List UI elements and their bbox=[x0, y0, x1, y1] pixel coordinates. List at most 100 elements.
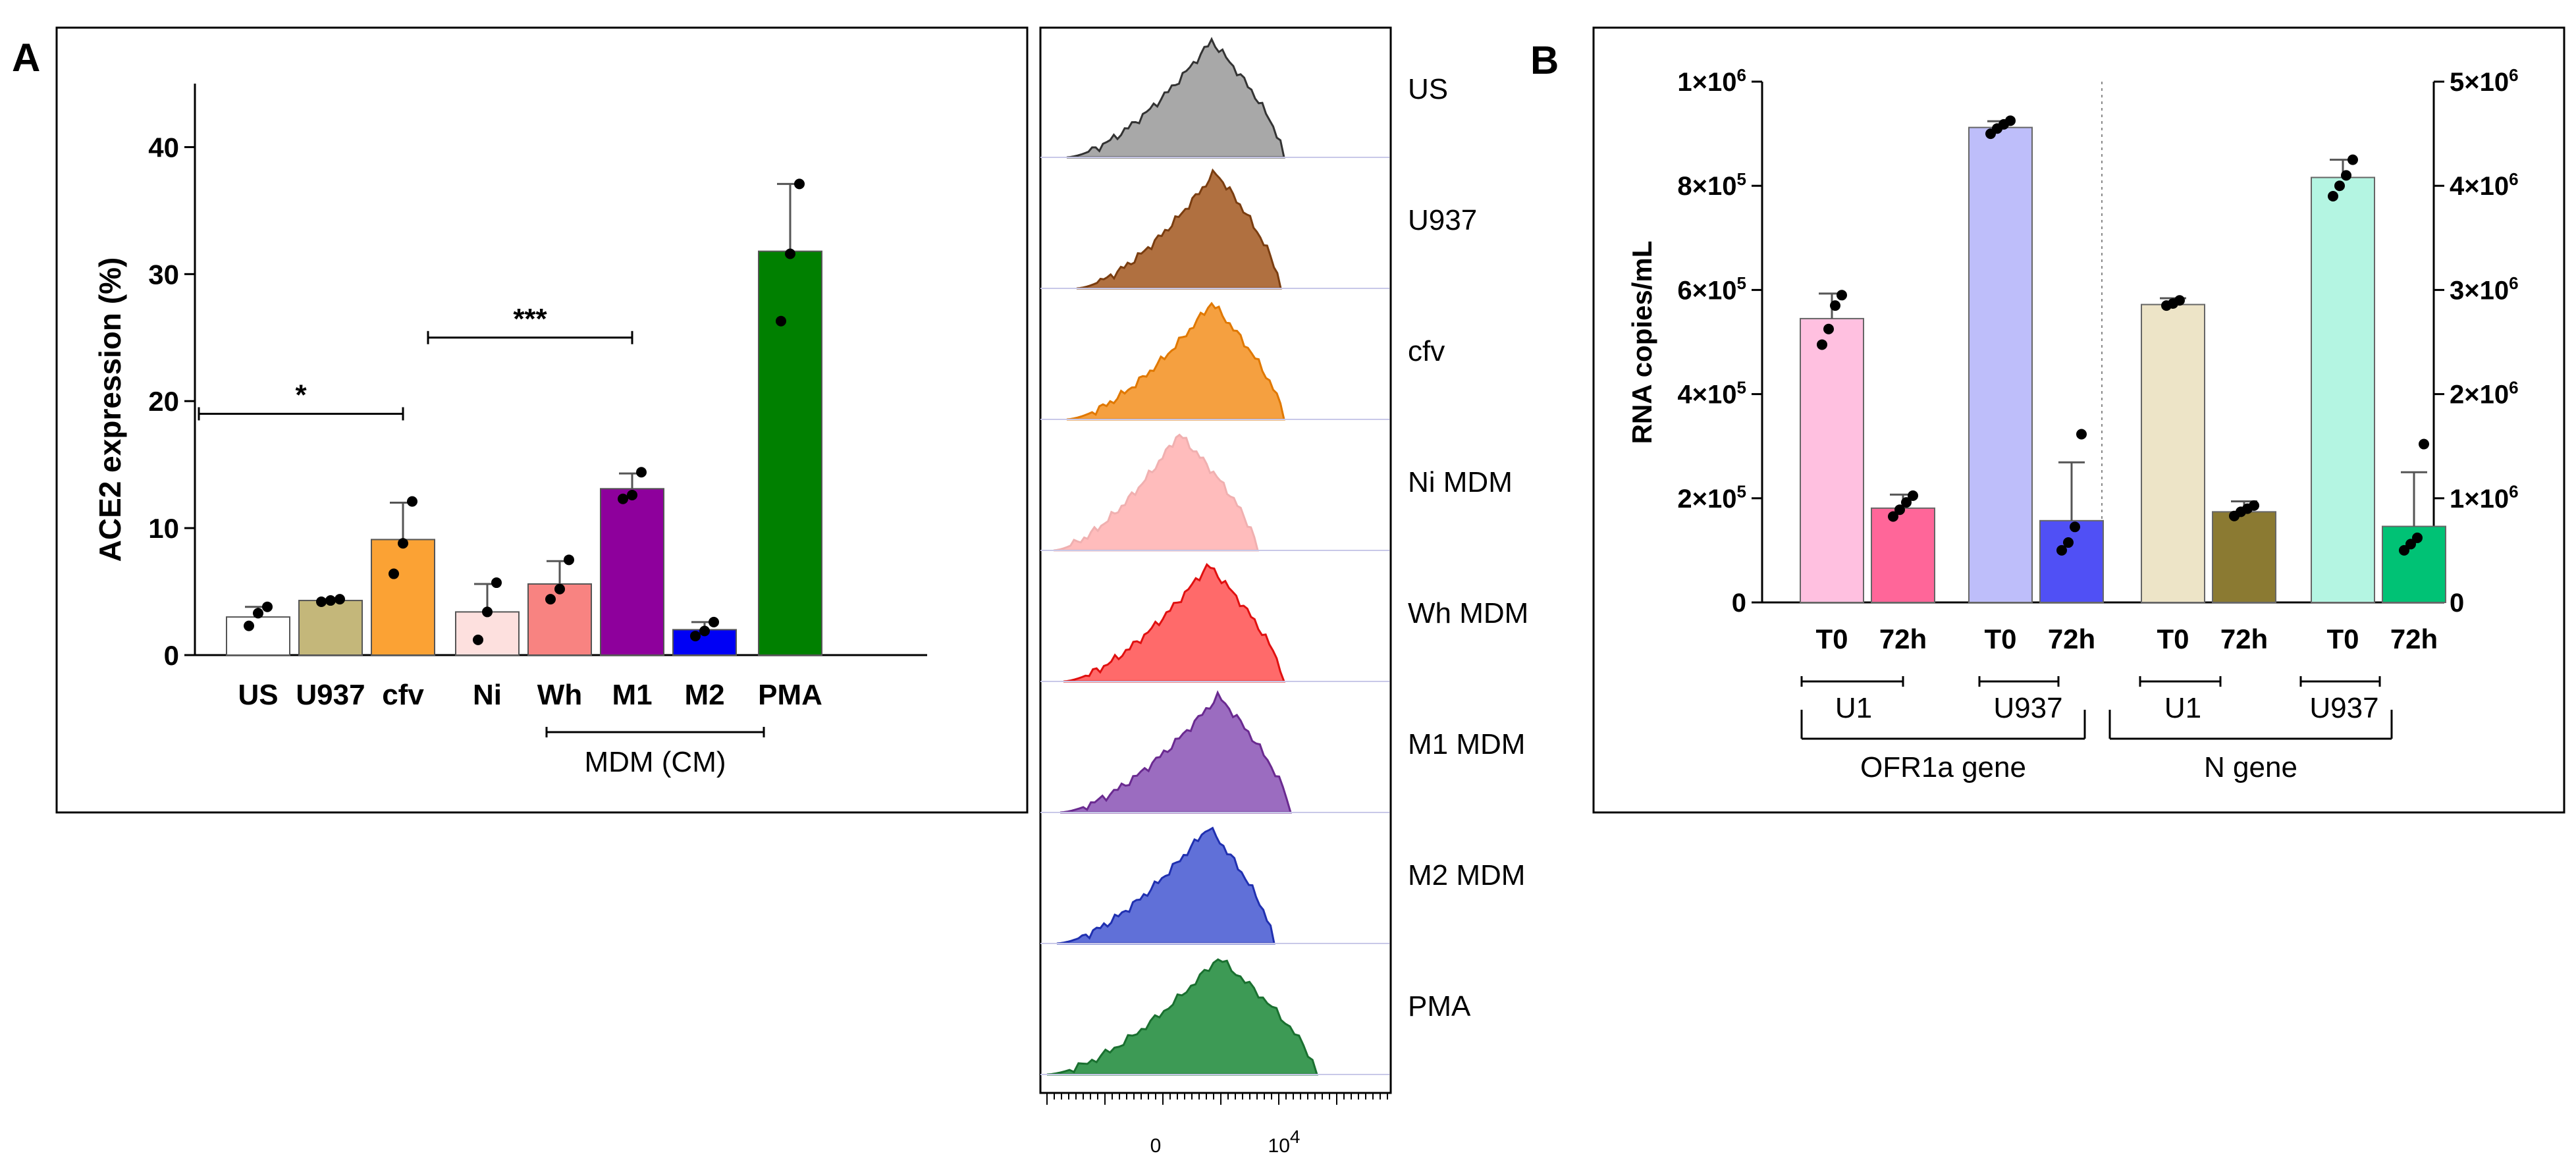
left-y-tick-label-base: 8×10 bbox=[1677, 172, 1736, 201]
data-point bbox=[2412, 532, 2423, 543]
flow-label: cfv bbox=[1408, 335, 1445, 367]
data-point bbox=[2334, 180, 2345, 192]
data-point bbox=[262, 601, 273, 612]
flow-tick-base: 10 bbox=[1268, 1135, 1290, 1157]
bar bbox=[1871, 507, 1935, 603]
bar-m1 bbox=[600, 488, 664, 656]
flow-labels: US U937 cfv Ni MDM Wh MDM M1 MDM M2 MDM PMA bbox=[1408, 73, 1528, 1022]
group-brackets-b: U1 U937 U1 U937 OFR1a gene N gene bbox=[1800, 676, 2393, 783]
panel-a-label: A bbox=[12, 36, 40, 80]
x-tick-label: Ni bbox=[473, 679, 502, 711]
y-tick-label: 20 bbox=[148, 386, 179, 417]
data-point bbox=[398, 538, 408, 549]
data-point bbox=[794, 178, 805, 190]
right-y-tick-label: 4×106 bbox=[2450, 169, 2519, 201]
histogram bbox=[1066, 302, 1285, 421]
data-point bbox=[2249, 500, 2259, 511]
left-y-tick-label: 8×105 bbox=[1677, 169, 1746, 201]
gene-group-label: N gene bbox=[2204, 751, 2297, 783]
right-y-tick-label-exp: 6 bbox=[2509, 273, 2518, 293]
bar bbox=[2039, 519, 2104, 603]
bar bbox=[1800, 317, 1864, 603]
x-tick-label: M1 bbox=[612, 679, 652, 711]
data-point bbox=[1830, 300, 1840, 311]
data-point bbox=[335, 594, 345, 605]
x-tick-label: 72h bbox=[2220, 623, 2268, 654]
data-point bbox=[253, 608, 263, 619]
flow-x-axis: 0 104 bbox=[1040, 1092, 1391, 1157]
left-y-tick-label: 6×105 bbox=[1677, 273, 1746, 305]
data-point bbox=[618, 493, 628, 504]
y-tick-label: 0 bbox=[164, 640, 179, 671]
histogram bbox=[1056, 826, 1275, 945]
left-y-tick-label-base: 1×10 bbox=[1677, 68, 1736, 97]
left-y-tick-label-exp: 5 bbox=[1737, 273, 1746, 293]
data-point bbox=[2405, 539, 2416, 550]
data-point bbox=[2070, 521, 2080, 533]
data-point bbox=[2348, 154, 2358, 165]
left-y-tick-label-base: 2×10 bbox=[1677, 485, 1736, 514]
flow-label: U937 bbox=[1408, 204, 1477, 236]
left-y-tick-label: 4×105 bbox=[1677, 377, 1746, 409]
data-point bbox=[407, 496, 417, 507]
x-tick-label: 72h bbox=[2390, 623, 2438, 654]
y-axis-label-b: RNA copies/mL bbox=[1626, 241, 1657, 444]
x-tick-label: T0 bbox=[2326, 623, 2359, 654]
data-point bbox=[1823, 323, 1834, 334]
right-y-tick-label-exp: 6 bbox=[2509, 482, 2518, 502]
data-point bbox=[2174, 295, 2185, 306]
data-point bbox=[2328, 191, 2338, 202]
data-point bbox=[636, 467, 647, 478]
data-point bbox=[2005, 115, 2016, 126]
left-y-tick-label: 2×105 bbox=[1677, 482, 1746, 514]
data-point bbox=[564, 554, 574, 566]
gene-group-label: OFR1a gene bbox=[1860, 751, 2026, 783]
cell-group-label: U937 bbox=[1993, 692, 2062, 724]
panel-b-frame bbox=[1592, 26, 2565, 814]
data-point bbox=[1837, 290, 1847, 301]
data-point bbox=[545, 594, 556, 605]
cell-group-label: U1 bbox=[2164, 692, 2201, 724]
bar bbox=[2141, 304, 2205, 603]
x-tick-label: U937 bbox=[296, 679, 365, 711]
flow-tick-exp: 4 bbox=[1290, 1126, 1301, 1147]
cell-group-label: U937 bbox=[2309, 692, 2378, 724]
left-y-tick-label-exp: 5 bbox=[1737, 377, 1746, 397]
data-point bbox=[1908, 490, 1918, 501]
data-point bbox=[325, 595, 336, 606]
data-point bbox=[776, 315, 786, 327]
right-y-tick-label-base: 4×10 bbox=[2450, 172, 2509, 201]
left-y-tick-label-exp: 5 bbox=[1737, 482, 1746, 502]
data-point bbox=[491, 577, 502, 589]
left-y-tick-label-exp: 5 bbox=[1737, 169, 1746, 189]
right-y-tick-label-exp: 6 bbox=[2509, 65, 2518, 85]
right-y-tick-label-base: 3×10 bbox=[2450, 276, 2509, 305]
data-point bbox=[627, 489, 637, 500]
flow-label: Wh MDM bbox=[1408, 597, 1528, 629]
x-tick-labels: US U937 cfv Ni Wh M1 M2 PMA MDM (CM) bbox=[238, 679, 822, 778]
axes-b: 02×1054×1056×1058×1051×10601×1062×1063×1… bbox=[1677, 65, 2518, 618]
bar-ni bbox=[455, 611, 520, 656]
data-point bbox=[482, 606, 493, 618]
bar-u937 bbox=[298, 600, 363, 656]
bar bbox=[1968, 126, 2033, 604]
histogram bbox=[1060, 690, 1293, 814]
group-label: MDM (CM) bbox=[584, 746, 726, 778]
x-tick-label: T0 bbox=[2157, 623, 2189, 654]
left-y-tick-label: 1×106 bbox=[1677, 65, 1746, 97]
right-y-tick-label: 0 bbox=[2450, 589, 2464, 618]
panel-b-bar-chart: B RNA copies/mL 02×1054×1056×1058×1051×1… bbox=[1530, 26, 2565, 814]
data-point bbox=[2399, 544, 2409, 556]
right-y-tick-label-exp: 6 bbox=[2509, 377, 2518, 397]
bars-b bbox=[1800, 115, 2446, 604]
data-point bbox=[244, 620, 254, 631]
data-point bbox=[785, 248, 795, 259]
x-tick-label: cfv bbox=[382, 679, 424, 711]
flow-label: Ni MDM bbox=[1408, 466, 1513, 498]
y-axis-label: ACE2 expression (%) bbox=[93, 257, 127, 562]
x-tick-label: Wh bbox=[537, 679, 582, 711]
left-y-tick-label: 0 bbox=[1732, 589, 1746, 618]
data-point bbox=[709, 616, 719, 627]
panel-b-label: B bbox=[1530, 38, 1559, 82]
